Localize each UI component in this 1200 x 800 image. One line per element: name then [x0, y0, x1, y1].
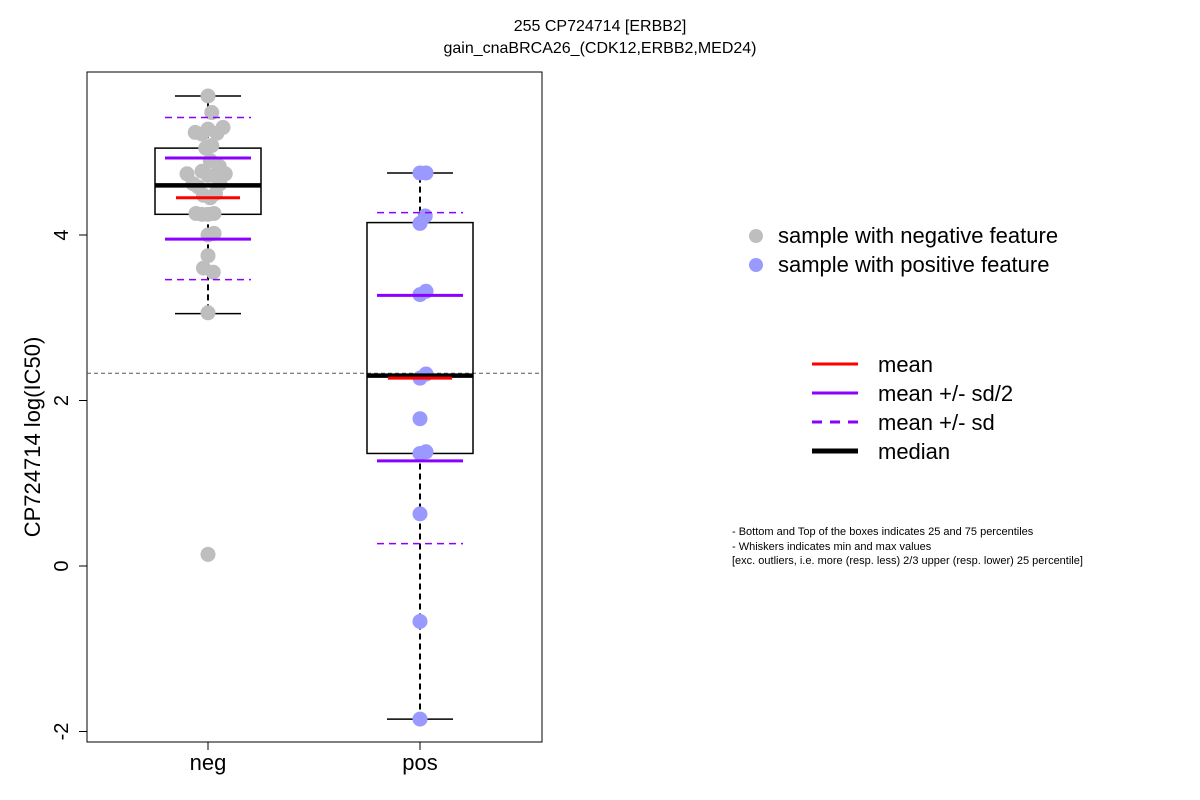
y-tick-label: -2	[51, 723, 73, 741]
chart-subtitle: gain_cnaBRCA26_(CDK12,ERBB2,MED24)	[443, 40, 757, 57]
data-point-neg	[206, 205, 222, 221]
legend: sample with negative feature sample with …	[749, 223, 1058, 464]
data-point-neg	[200, 88, 216, 104]
y-axis-label: CP724714 log(IC50)	[20, 337, 45, 538]
y-tick-label: 2	[51, 395, 73, 406]
data-point-neg	[205, 264, 221, 280]
y-tick-label: 4	[51, 229, 73, 240]
data-point-pos	[418, 444, 434, 460]
legend-label: sample with negative feature	[778, 223, 1058, 248]
legend-label: median	[878, 439, 950, 464]
data-point-pos	[412, 506, 428, 522]
note-line: [exc. outliers, i.e. more (resp. less) 2…	[732, 555, 1083, 567]
chart-title: 255 CP724714 [ERBB2]	[513, 18, 687, 35]
legend-label: mean	[878, 352, 933, 377]
data-point-pos	[412, 711, 428, 727]
y-tick-label: 0	[51, 560, 73, 571]
legend-label: mean +/- sd/2	[878, 381, 1013, 406]
x-tick-label: neg	[190, 750, 227, 775]
x-tick-label: pos	[402, 750, 437, 775]
data-point-neg	[200, 546, 216, 562]
data-point-neg	[204, 138, 220, 154]
data-point-pos	[412, 411, 428, 427]
notes: - Bottom and Top of the boxes indicates …	[732, 525, 1083, 569]
note-line: - Whiskers indicates min and max values	[732, 540, 932, 553]
note-line: - Bottom and Top of the boxes indicates …	[732, 526, 1034, 538]
data-point-neg	[206, 225, 222, 241]
data-point-neg	[200, 305, 216, 321]
data-point-pos	[418, 165, 434, 181]
data-point-pos	[412, 215, 428, 231]
legend-label: sample with positive feature	[778, 252, 1049, 277]
legend-label: mean +/- sd	[878, 410, 995, 435]
legend-marker	[749, 229, 763, 243]
legend-marker	[749, 258, 763, 272]
data-point-pos	[412, 613, 428, 629]
data-point-neg	[200, 248, 216, 264]
data-point-neg	[215, 119, 231, 135]
data-point-neg	[204, 105, 220, 121]
